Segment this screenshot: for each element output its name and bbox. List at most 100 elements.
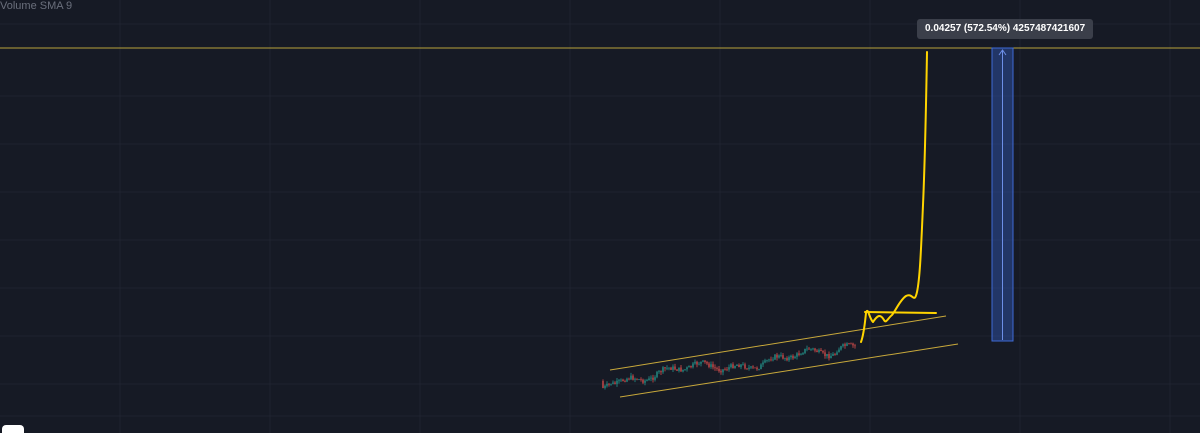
candle-body [848, 343, 850, 345]
candle-body [766, 360, 768, 362]
candle-body [622, 379, 624, 382]
candle-body [614, 382, 616, 384]
candle-body [722, 369, 724, 373]
candle-body [802, 353, 804, 355]
candle-body [652, 377, 654, 380]
candle-body [756, 367, 758, 370]
candle-body [788, 357, 790, 361]
candle-body [852, 343, 854, 346]
candle-body [740, 364, 742, 368]
candle-body [666, 367, 668, 369]
candle-body [750, 366, 752, 368]
candle-body [728, 367, 730, 370]
candle-body [636, 378, 638, 380]
candle-body [726, 369, 728, 371]
candle-body [634, 378, 636, 380]
candle-body [786, 358, 788, 361]
candle-body [840, 346, 842, 350]
candle-body [792, 355, 794, 359]
channel-lower-line [619, 343, 959, 398]
candle-body [648, 378, 650, 381]
candle-body [746, 368, 748, 370]
candle-body [668, 367, 670, 369]
candle-body [772, 359, 774, 361]
candle-body [834, 353, 836, 355]
candle-body [828, 354, 830, 359]
candle-body [758, 369, 760, 370]
consolidation-line [864, 311, 937, 314]
candle-body [824, 352, 826, 357]
candle-body [734, 365, 736, 369]
candle-body [650, 377, 652, 379]
candle-body [640, 379, 642, 381]
candle-body [778, 355, 780, 358]
candle-body [676, 369, 678, 371]
candle-body [752, 366, 754, 368]
candle-body [624, 381, 626, 382]
candle-body [780, 355, 782, 356]
candle-body [618, 380, 620, 382]
candle-body [812, 348, 814, 350]
candle-body [612, 382, 614, 384]
candle-body [748, 367, 750, 369]
candle-body [808, 348, 810, 350]
candle-body [776, 354, 778, 358]
candle-body [704, 360, 706, 363]
candle-body [690, 365, 692, 368]
candle-body [644, 380, 646, 383]
candle-body [628, 378, 630, 380]
candle-body [850, 343, 852, 345]
candle-body [742, 364, 744, 366]
candle-body [736, 364, 738, 366]
candle-body [606, 383, 608, 386]
tradingview-logo-icon [2, 425, 24, 433]
candle-body [610, 383, 612, 385]
candle-body [660, 371, 662, 373]
candle-body [814, 348, 816, 351]
candle-body [790, 355, 792, 358]
candle-body [774, 354, 776, 360]
candle-body [678, 367, 680, 371]
drawings [0, 47, 1200, 398]
indicator-label: Volume SMA 9 [0, 0, 73, 12]
candlestick-series [602, 342, 856, 390]
candle-body [684, 369, 686, 371]
candle-body [686, 367, 688, 370]
candle-body [656, 371, 658, 378]
candle-body [710, 364, 712, 367]
candle-body [770, 359, 772, 361]
candle-body [616, 380, 618, 384]
candle-body [670, 367, 672, 370]
candle-body [698, 363, 700, 365]
candle-body [854, 345, 856, 347]
candle-body [816, 350, 818, 353]
candle-body [842, 344, 844, 347]
candle-body [680, 367, 682, 372]
candle-body [730, 364, 732, 368]
candle-body [838, 349, 840, 353]
candle-body [706, 362, 708, 364]
candle-body [702, 360, 704, 362]
candle-body [718, 368, 720, 372]
candle-body [846, 343, 848, 346]
candle-body [700, 361, 702, 364]
candle-body [732, 364, 734, 369]
candle-body [798, 353, 800, 356]
candle-body [662, 367, 664, 373]
candle-body [784, 358, 786, 359]
candle-body [744, 364, 746, 369]
candle-body [602, 381, 604, 388]
candle-body [604, 385, 606, 388]
candle-body [768, 359, 770, 361]
candle-body [754, 367, 756, 369]
candle-body [760, 364, 762, 370]
candle-body [720, 371, 722, 373]
candle-body [806, 348, 808, 350]
candle-body [664, 367, 666, 369]
candle-body [820, 349, 822, 351]
price-range-arrowhead [998, 49, 1007, 56]
candle-body [844, 344, 846, 346]
candle-body [800, 354, 802, 356]
